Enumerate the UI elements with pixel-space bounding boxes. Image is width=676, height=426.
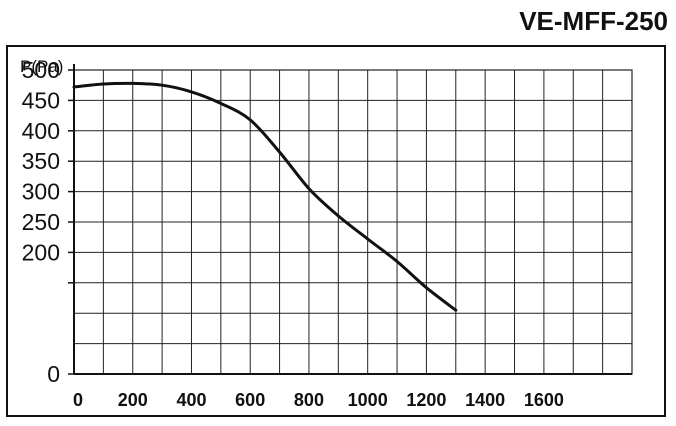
y-tick-label: 250	[22, 209, 60, 235]
y-tick-label: 350	[22, 148, 60, 174]
y-tick-label: 0	[47, 361, 60, 387]
x-tick-label: 1400	[465, 390, 505, 410]
grid-layer	[73, 69, 633, 375]
x-tick-label: 0	[73, 390, 83, 410]
y-tick-label: 500	[22, 57, 60, 83]
y-tick-label: 300	[22, 179, 60, 205]
x-tick-label: 1600	[524, 390, 564, 410]
x-tick-label: 1000	[348, 390, 388, 410]
x-tick-label: 600	[235, 390, 265, 410]
y-tick-label: 400	[22, 118, 60, 144]
y-axis-label: P(Pa)	[20, 57, 63, 76]
x-tick-label: 1200	[406, 390, 446, 410]
series-layer	[72, 81, 458, 312]
label-layer: 0 200 250 300 350 400 450 500 0 200 400 600 800 1000 1…	[20, 57, 564, 410]
x-tick-label: 400	[176, 390, 206, 410]
chart-frame	[6, 45, 666, 417]
y-tick-label: 200	[22, 239, 60, 265]
series-line	[72, 81, 458, 312]
x-tick-label: 800	[294, 390, 324, 410]
x-tick-label: 200	[118, 390, 148, 410]
chart-title: VE-MFF-250	[519, 6, 668, 36]
axis-layer	[68, 64, 632, 375]
y-tick-label: 450	[22, 87, 60, 113]
